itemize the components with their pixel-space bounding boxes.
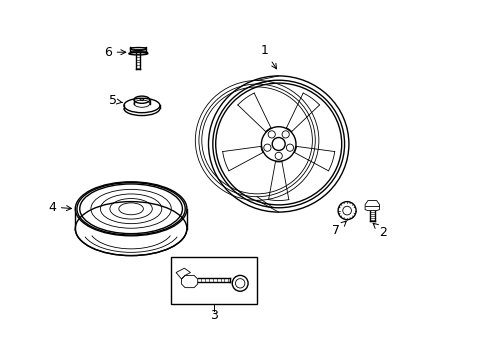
Bar: [170, 257, 257, 304]
Text: 2: 2: [372, 223, 386, 239]
Text: 1: 1: [260, 44, 276, 69]
Text: 7: 7: [332, 221, 346, 237]
Text: 3: 3: [209, 309, 217, 322]
Text: 4: 4: [48, 201, 71, 213]
Text: 5: 5: [109, 94, 122, 107]
Text: 6: 6: [103, 46, 125, 59]
